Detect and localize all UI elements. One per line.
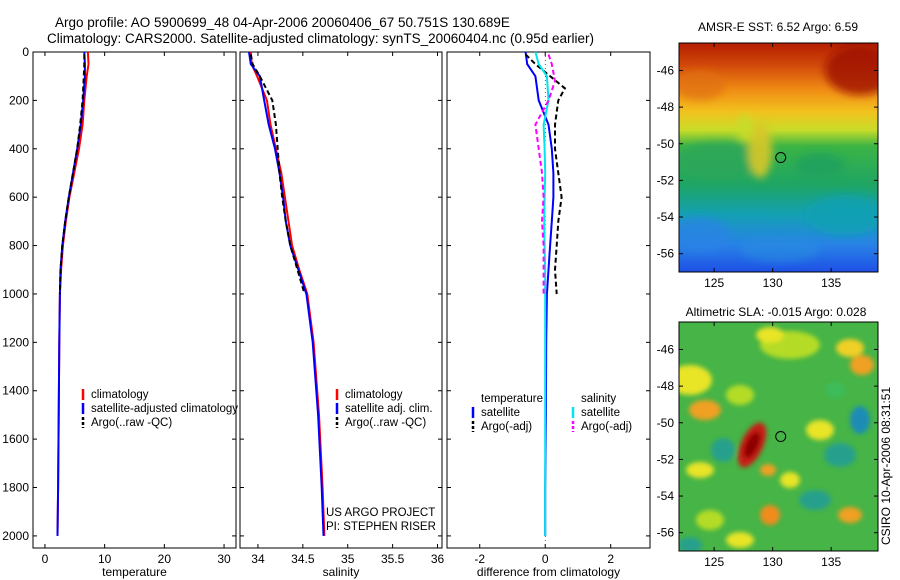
y-tick-label: 1400 <box>2 384 29 398</box>
y-tick-label: 0 <box>22 45 29 59</box>
y-tick-label: 200 <box>9 93 29 107</box>
x-tick-label: 34 <box>251 552 265 566</box>
legend-label: Argo(..raw -QC) <box>91 417 172 429</box>
legend-label: Argo(..raw -QC) <box>345 417 426 429</box>
series-line-climatology <box>249 51 326 536</box>
y-tick-label: 1000 <box>2 287 29 301</box>
x-tick-label: 34.5 <box>291 552 315 566</box>
x-tick-label: 0 <box>542 552 549 566</box>
y-tick-label: 2000 <box>2 529 29 543</box>
y-tick-label: 1800 <box>2 481 29 495</box>
map-y-tick-label: -46 <box>657 63 675 77</box>
legend-label: Argo(-adj) <box>481 421 532 433</box>
legend-label: climatology <box>91 389 149 401</box>
map-x-tick-label: 125 <box>704 555 724 569</box>
series-line-climatology <box>56 51 90 536</box>
map-y-tick-label: -48 <box>657 379 675 393</box>
x-axis-label: temperature <box>102 565 167 579</box>
sst-map-image <box>679 43 878 272</box>
project-label: US ARGO PROJECT <box>326 507 435 519</box>
x-tick-label: 35.5 <box>381 552 405 566</box>
series-line-salinity-argo-adj- <box>534 54 557 294</box>
pi-label: PI: STEPHEN RISER <box>326 521 436 533</box>
map-y-tick-label: -56 <box>657 526 675 540</box>
map-y-tick-label: -54 <box>657 210 675 224</box>
map-y-tick-label: -56 <box>657 247 675 261</box>
x-tick-label: 35 <box>341 552 355 566</box>
legend-label: Argo(-adj) <box>581 421 632 433</box>
figure-title-line1: Argo profile: AO 5900699_48 04-Apr-2006 … <box>55 15 510 30</box>
x-tick-label: 36 <box>431 552 445 566</box>
argo-location-marker <box>775 431 787 443</box>
series-line-satellite-adjusted-climatology <box>56 51 86 536</box>
salinity-panel: 34 34.5 35 35.5 36 salinity climatology satelli… <box>239 51 445 579</box>
map-x-tick-label: 135 <box>821 555 841 569</box>
x-tick-label: -2 <box>474 552 485 566</box>
plot-frame <box>239 51 443 549</box>
legend-label: satellite adj. clim. <box>345 403 433 415</box>
map-y-tick-label: -50 <box>657 416 675 430</box>
x-axis-label: salinity <box>323 565 360 579</box>
x-axis-label: difference from climatology <box>477 565 620 579</box>
sla-map: 125 130 135 -46 -48 -50 -52 -54 -56 <box>657 322 878 569</box>
csiro-timestamp: CSIRO 10-Apr-2006 08:31:51 <box>879 387 893 545</box>
x-tick-label: 30 <box>217 552 231 566</box>
map-y-tick-label: -52 <box>657 173 675 187</box>
series-line-salinity-satellite <box>534 51 550 536</box>
x-tick-label: 2 <box>607 552 614 566</box>
argo-location-marker <box>775 152 787 164</box>
y-tick-label: 800 <box>9 239 29 253</box>
sla-map-title: Altimetric SLA: -0.015 Argo: 0.028 <box>686 305 867 319</box>
sst-map-title: AMSR-E SST: 6.52 Argo: 6.59 <box>698 20 858 34</box>
legend-label: satellite <box>481 407 520 419</box>
map-y-tick-label: -52 <box>657 452 675 466</box>
legend-label: satellite <box>581 407 620 419</box>
temperature-panel: 0 10 20 30 0 200 400 600 800 1000 1200 1400 1600 1800… <box>2 45 238 579</box>
sst-map: 125 130 135 -46 -48 -50 -52 -54 -56 <box>657 43 878 290</box>
legend-label: climatology <box>345 389 403 401</box>
map-x-tick-label: 135 <box>821 276 841 290</box>
map-y-tick-label: -46 <box>657 342 675 356</box>
x-tick-label: 10 <box>98 552 112 566</box>
x-tick-label: 0 <box>42 552 49 566</box>
y-tick-label: 1200 <box>2 335 29 349</box>
y-tick-label: 1600 <box>2 432 29 446</box>
map-x-tick-label: 130 <box>763 555 783 569</box>
legend-header: salinity <box>581 393 616 405</box>
series-line-satellite-adj-clim- <box>248 51 325 536</box>
map-y-tick-label: -48 <box>657 100 675 114</box>
y-tick-label: 600 <box>9 190 29 204</box>
legend-label: satellite-adjusted climatology <box>91 403 238 415</box>
figure-title-line2: Climatology: CARS2000. Satellite-adjuste… <box>47 31 594 46</box>
y-tick-label: 400 <box>9 142 29 156</box>
map-x-tick-label: 125 <box>704 276 724 290</box>
series-line-argo-raw-qc- <box>58 54 86 295</box>
series-line-argo-raw-qc- <box>249 54 306 295</box>
plot-frame <box>32 51 237 549</box>
plot-frame <box>446 51 651 549</box>
legend-header: temperature <box>481 393 543 405</box>
sla-map-image <box>679 322 878 551</box>
map-x-tick-label: 130 <box>763 276 783 290</box>
x-tick-label: 20 <box>158 552 172 566</box>
series-line-temperature-satellite <box>524 51 555 536</box>
map-y-tick-label: -50 <box>657 137 675 151</box>
map-y-tick-label: -54 <box>657 489 675 503</box>
